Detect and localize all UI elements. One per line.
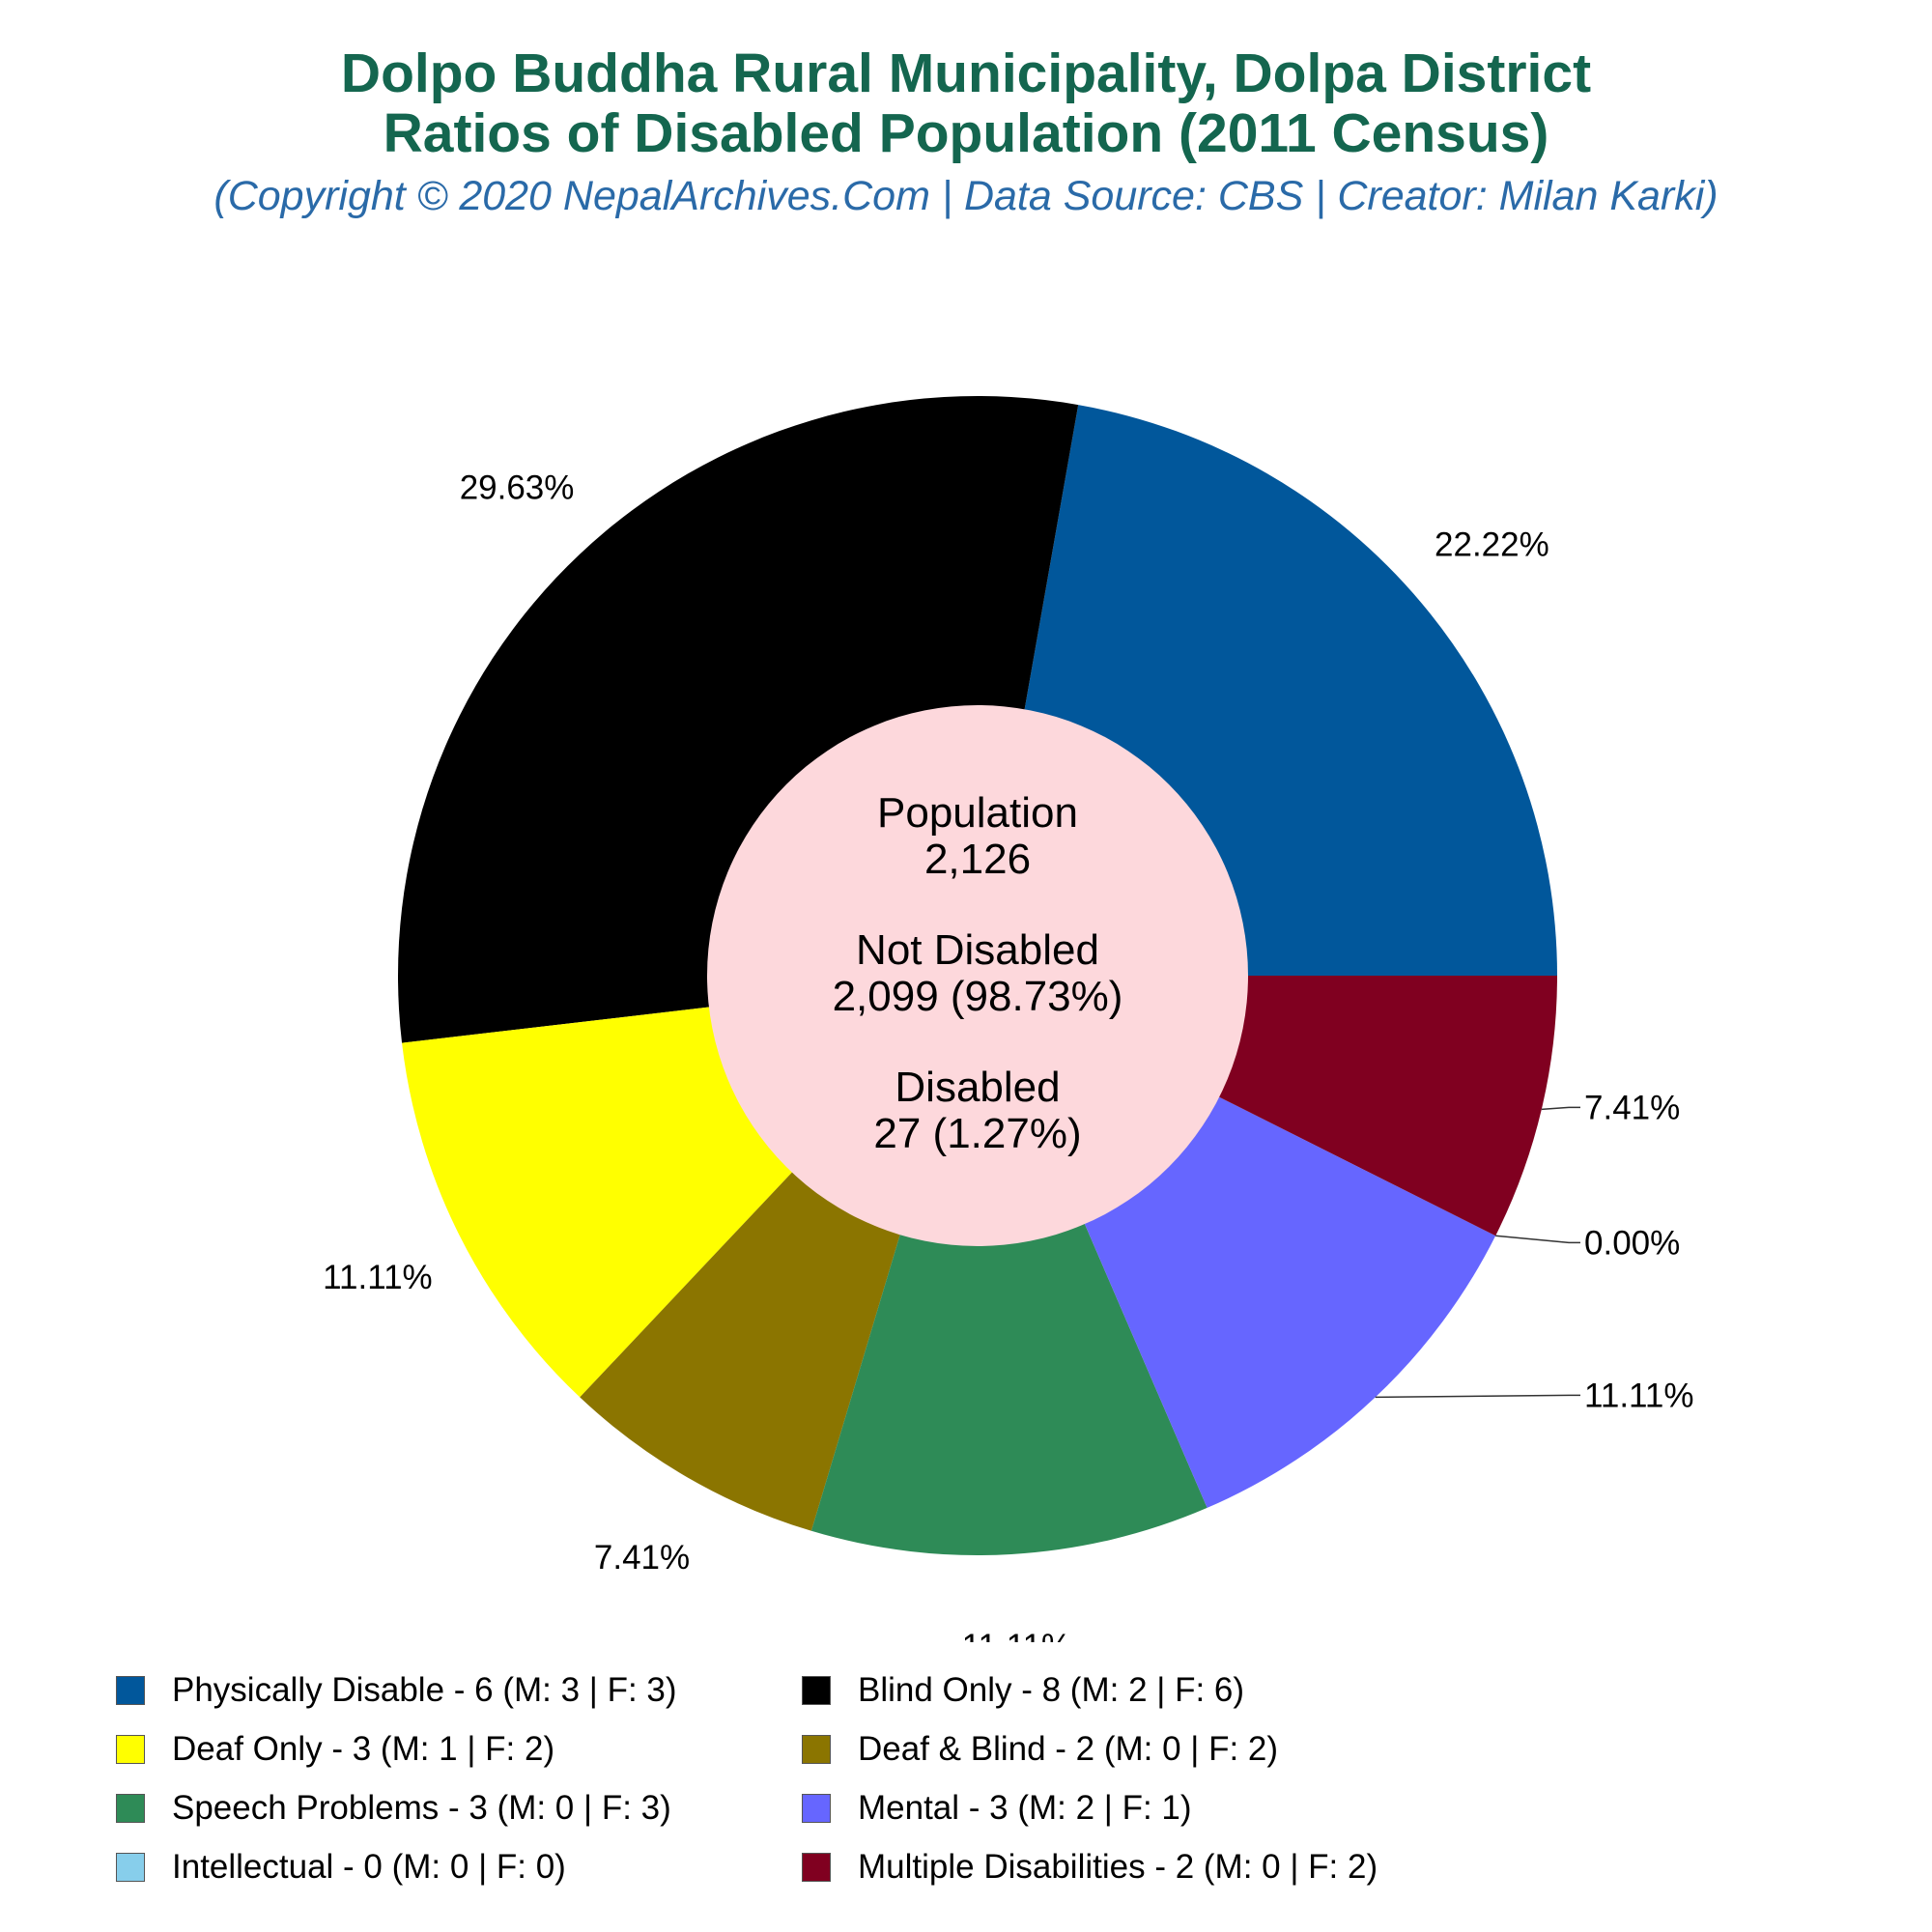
legend-label-3: Deaf & Blind - 2 (M: 0 | F: 2) bbox=[858, 1730, 1279, 1768]
legend-item-1: Blind Only - 8 (M: 2 | F: 6) bbox=[802, 1669, 1671, 1712]
percent-label-6: 0.00% bbox=[1584, 1224, 1680, 1262]
legend-swatch-7 bbox=[802, 1853, 831, 1882]
percent-label-3: 7.41% bbox=[594, 1539, 690, 1577]
legend-label-0: Physically Disable - 6 (M: 3 | F: 3) bbox=[172, 1671, 677, 1709]
legend: Physically Disable - 6 (M: 3 | F: 3) Blin… bbox=[116, 1669, 1855, 1889]
legend-swatch-3 bbox=[802, 1735, 831, 1764]
legend-swatch-4 bbox=[116, 1794, 145, 1823]
center-population-label: Population bbox=[877, 789, 1078, 837]
legend-item-7: Multiple Disabilities - 2 (M: 0 | F: 2) bbox=[802, 1846, 1671, 1889]
leader-line-6 bbox=[1495, 1235, 1580, 1244]
legend-label-5: Mental - 3 (M: 2 | F: 1) bbox=[858, 1789, 1192, 1827]
legend-item-6: Intellectual - 0 (M: 0 | F: 0) bbox=[116, 1846, 802, 1889]
center-not-disabled-value: 2,099 (98.73%) bbox=[833, 973, 1123, 1020]
percent-label-5: 11.11% bbox=[1584, 1377, 1694, 1414]
legend-item-4: Speech Problems - 3 (M: 0 | F: 3) bbox=[116, 1787, 802, 1830]
legend-swatch-2 bbox=[116, 1735, 145, 1764]
center-circle bbox=[707, 705, 1248, 1246]
center-not-disabled-label: Not Disabled bbox=[856, 926, 1099, 974]
center-disabled-value: 27 (1.27%) bbox=[873, 1110, 1081, 1157]
legend-item-2: Deaf Only - 3 (M: 1 | F: 2) bbox=[116, 1728, 802, 1771]
percent-label-4: 11.11% bbox=[962, 1628, 1072, 1642]
percent-labels-group: 22.22% 29.63% 11.11% 7.41% 11.11% 11.11% 0.00%… bbox=[323, 469, 1693, 1642]
percent-label-2: 11.11% bbox=[323, 1259, 433, 1296]
legend-label-2: Deaf Only - 3 (M: 1 | F: 2) bbox=[172, 1730, 555, 1768]
percent-label-7: 7.41% bbox=[1584, 1089, 1680, 1126]
chart-title-line1: Dolpo Buddha Rural Municipality, Dolpa D… bbox=[340, 43, 1592, 104]
legend-label-4: Speech Problems - 3 (M: 0 | F: 3) bbox=[172, 1789, 671, 1827]
legend-swatch-1 bbox=[802, 1676, 831, 1705]
leader-line-5 bbox=[1375, 1394, 1580, 1399]
leader-lines-group bbox=[1375, 1106, 1580, 1399]
legend-item-3: Deaf & Blind - 2 (M: 0 | F: 2) bbox=[802, 1728, 1671, 1771]
leader-line-7 bbox=[1541, 1106, 1580, 1111]
legend-swatch-6 bbox=[116, 1853, 145, 1882]
center-population-value: 2,126 bbox=[924, 836, 1031, 883]
chart-subtitle: (Copyright © 2020 NepalArchives.Com | Da… bbox=[213, 173, 1719, 219]
legend-item-5: Mental - 3 (M: 2 | F: 1) bbox=[802, 1787, 1671, 1830]
center-disabled-label: Disabled bbox=[895, 1064, 1060, 1111]
legend-swatch-0 bbox=[116, 1676, 145, 1705]
chart-title-line2: Ratios of Disabled Population (2011 Cens… bbox=[383, 102, 1549, 164]
slice-4 bbox=[810, 976, 1208, 1556]
legend-item-0: Physically Disable - 6 (M: 3 | F: 3) bbox=[116, 1669, 802, 1712]
legend-label-1: Blind Only - 8 (M: 2 | F: 6) bbox=[858, 1671, 1245, 1709]
legend-label-6: Intellectual - 0 (M: 0 | F: 0) bbox=[172, 1848, 566, 1886]
donut-chart: 22.22% 29.63% 11.11% 7.41% 11.11% 11.11% 0.00%… bbox=[323, 396, 1694, 1642]
percent-label-1: 29.63% bbox=[460, 469, 575, 506]
legend-swatch-5 bbox=[802, 1794, 831, 1823]
legend-label-7: Multiple Disabilities - 2 (M: 0 | F: 2) bbox=[858, 1848, 1378, 1886]
percent-label-0: 22.22% bbox=[1435, 526, 1549, 563]
